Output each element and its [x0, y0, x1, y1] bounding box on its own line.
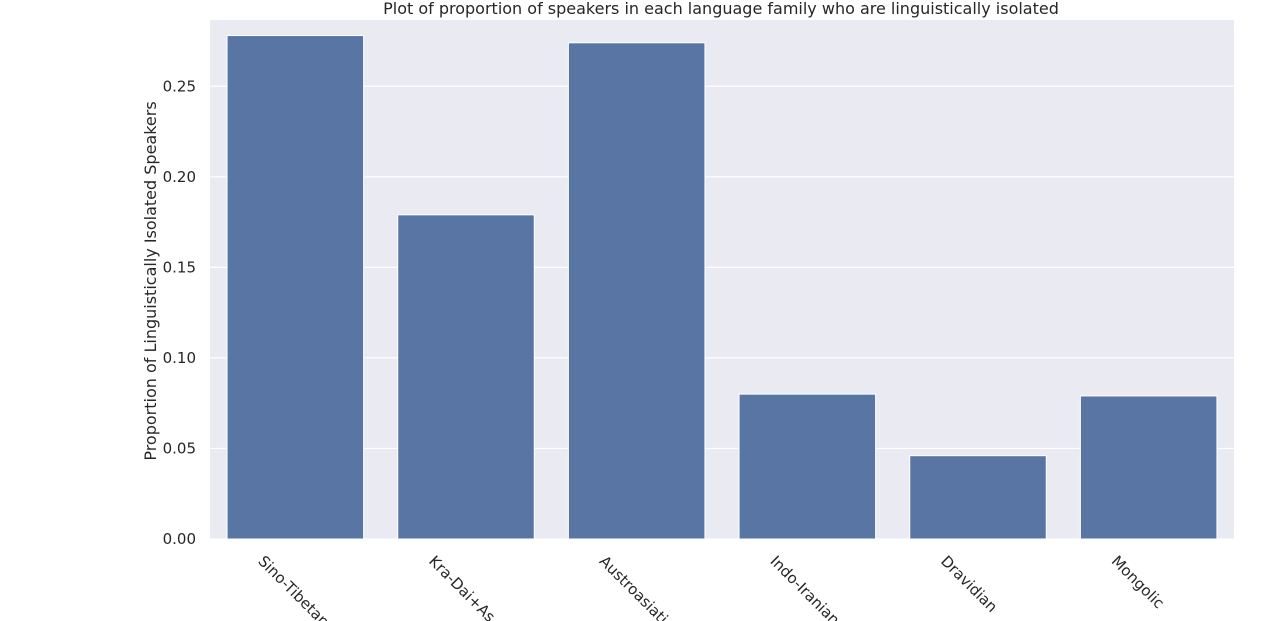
bar	[738, 393, 877, 540]
x-tick-labels: Sino-Tibetan Kra-Dai+As Austroasiatic Indo-…	[255, 552, 1168, 621]
y-tick-labels: 0.00 0.05 0.10 0.15 0.20 0.25	[163, 77, 196, 548]
y-tick-label: 0.05	[163, 439, 196, 457]
x-tick-label: Indo-Iranian	[767, 552, 844, 621]
x-tick-label: Dravidian	[937, 552, 1001, 616]
x-tick-label: Mongolic	[1108, 552, 1168, 612]
plot-area	[210, 20, 1234, 539]
chart-title: Plot of proportion of speakers in each l…	[383, 0, 1059, 18]
y-tick-label: 0.15	[163, 258, 196, 276]
bars	[226, 35, 1218, 540]
bar	[909, 455, 1047, 540]
y-tick-label: 0.25	[163, 77, 196, 95]
gridlines	[210, 85, 1234, 540]
x-tick-label: Sino-Tibetan	[255, 552, 333, 621]
x-tick-label: Austroasiatic	[596, 552, 677, 621]
bar	[226, 35, 365, 540]
y-tick-label: 0.00	[163, 530, 196, 548]
x-tick-label: Kra-Dai+As	[425, 552, 499, 621]
bar	[397, 214, 535, 540]
y-tick-label: 0.10	[163, 349, 196, 367]
y-tick-label: 0.20	[163, 168, 196, 186]
bar	[1079, 395, 1218, 540]
bar	[567, 42, 706, 540]
y-axis-label: Proportion of Linguistically Isolated Sp…	[141, 101, 160, 460]
